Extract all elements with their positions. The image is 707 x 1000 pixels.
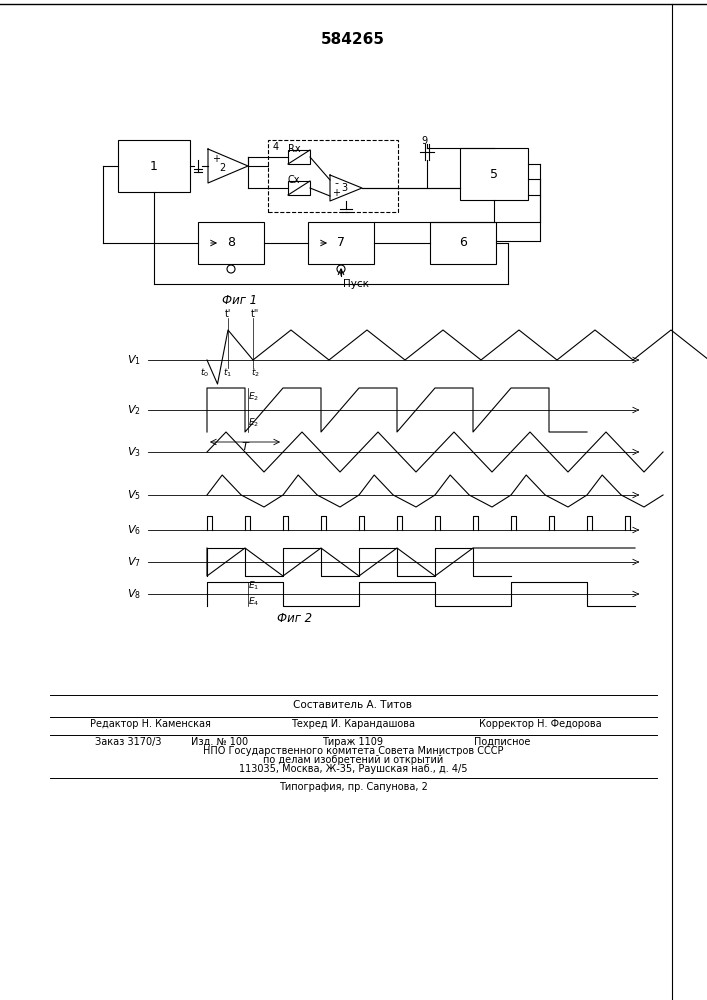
Text: $V_6$: $V_6$ (127, 523, 141, 537)
Text: $t_0$: $t_0$ (200, 367, 209, 379)
Text: $t_1$: $t_1$ (223, 367, 233, 379)
Text: t': t' (225, 309, 231, 319)
Text: 584265: 584265 (321, 32, 385, 47)
Text: $E_4$: $E_4$ (248, 596, 259, 608)
Text: 6: 6 (459, 236, 467, 249)
Text: $V_3$: $V_3$ (127, 445, 141, 459)
Text: t": t" (251, 309, 259, 319)
Text: Rx: Rx (288, 144, 300, 154)
Text: +: + (212, 154, 220, 164)
Text: Составитель А. Титов: Составитель А. Титов (293, 700, 412, 710)
Bar (460, 148, 528, 200)
Bar (308, 222, 374, 264)
Text: 4: 4 (273, 142, 279, 152)
Text: Корректор Н. Федорова: Корректор Н. Федорова (479, 719, 602, 729)
Text: +: + (332, 188, 340, 198)
Text: Cx: Cx (288, 175, 300, 185)
Text: $E_1$: $E_1$ (248, 580, 259, 592)
Text: Пуск: Пуск (343, 279, 369, 289)
Text: T: T (242, 442, 248, 452)
Text: 8: 8 (227, 236, 235, 249)
Text: Подписное: Подписное (474, 737, 530, 747)
Bar (288, 150, 310, 164)
Bar (430, 222, 496, 264)
Text: $E_2$: $E_2$ (248, 417, 259, 429)
Text: 1: 1 (150, 159, 158, 172)
Text: 7: 7 (337, 236, 345, 249)
Text: 3: 3 (341, 183, 347, 193)
Text: 9: 9 (421, 136, 427, 146)
Text: Тираж 1109: Тираж 1109 (322, 737, 383, 747)
Text: -: - (334, 178, 338, 188)
Text: Заказ 3170/3: Заказ 3170/3 (95, 737, 161, 747)
Text: Типография, пр. Сапунова, 2: Типография, пр. Сапунова, 2 (279, 782, 428, 792)
Text: Техред И. Карандашова: Техред И. Карандашова (291, 719, 415, 729)
Text: 5: 5 (490, 167, 498, 180)
Text: $V_2$: $V_2$ (127, 403, 141, 417)
Text: $t_2$: $t_2$ (250, 367, 259, 379)
Bar (268, 140, 398, 212)
Text: Фиг 2: Фиг 2 (277, 612, 312, 626)
Text: $V_1$: $V_1$ (127, 353, 141, 367)
Text: 2: 2 (219, 163, 225, 173)
Bar (118, 140, 190, 192)
Text: по делам изобретений и открытий: по делам изобретений и открытий (263, 755, 443, 765)
Text: $V_5$: $V_5$ (127, 488, 141, 502)
Text: НПО Государственного комитета Совета Министров СССР: НПО Государственного комитета Совета Мин… (203, 746, 503, 756)
Text: 113035, Москва, Ж-35, Раушская наб., д. 4/5: 113035, Москва, Ж-35, Раушская наб., д. … (239, 764, 467, 774)
Text: Изд. № 100: Изд. № 100 (192, 737, 249, 747)
Text: Редактор Н. Каменская: Редактор Н. Каменская (90, 719, 211, 729)
Text: $V_8$: $V_8$ (127, 587, 141, 601)
Text: Фиг 1: Фиг 1 (223, 294, 257, 306)
Text: $E_2$: $E_2$ (248, 391, 259, 403)
Bar (198, 222, 264, 264)
Bar (288, 181, 310, 195)
Text: $V_7$: $V_7$ (127, 555, 141, 569)
